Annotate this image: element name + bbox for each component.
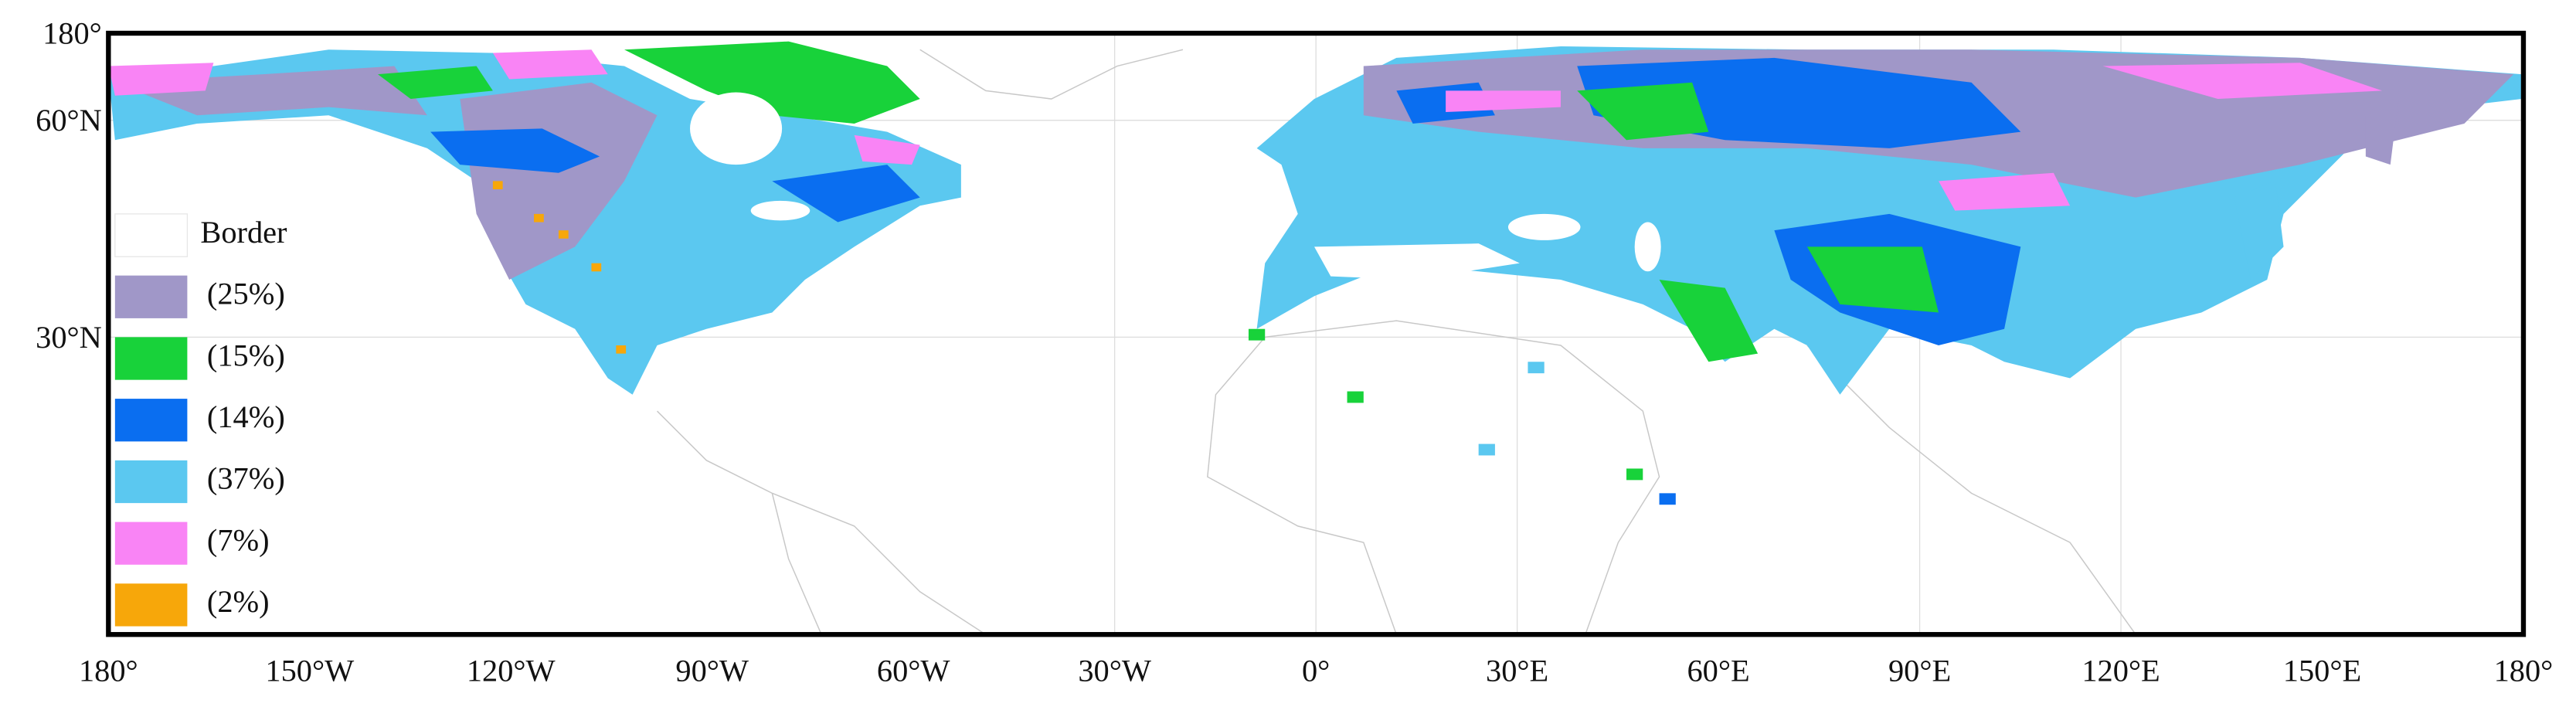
lon-label: 90°W	[675, 654, 749, 688]
lon-label: 60°W	[877, 654, 951, 688]
legend-label: (25%)	[207, 277, 285, 311]
axis-labels: 180° 60°N 30°N 180° 150°W 120°W 90°W 60°W 30°W 0°…	[36, 16, 2553, 688]
lon-label: 180°	[79, 654, 138, 688]
border-line	[1207, 336, 1398, 635]
legend-swatch	[114, 522, 188, 565]
region	[558, 230, 569, 239]
water	[690, 92, 783, 165]
region	[772, 165, 920, 223]
legend-label: (15%)	[207, 338, 285, 372]
region	[1248, 328, 1266, 341]
legend-label: (14%)	[207, 399, 285, 434]
region	[1659, 279, 1759, 362]
region	[2102, 63, 2383, 100]
region	[430, 128, 600, 173]
region	[1528, 362, 1545, 374]
border-line	[919, 49, 1184, 100]
region	[1806, 246, 1939, 313]
legend-label: (7%)	[207, 522, 270, 557]
lon-label: 0°	[1302, 654, 1330, 688]
region	[378, 66, 493, 100]
water	[1507, 213, 1581, 240]
region	[2365, 99, 2399, 165]
region	[616, 345, 627, 354]
region	[1577, 82, 1709, 141]
lon-label: 60°E	[1687, 654, 1749, 688]
region	[1626, 468, 1643, 481]
legend-swatch	[114, 399, 188, 442]
region	[2234, 181, 2284, 280]
region	[854, 134, 920, 165]
region	[1659, 493, 1676, 505]
region	[1446, 90, 1561, 113]
region	[1478, 443, 1495, 456]
water	[1634, 222, 1661, 272]
lon-label: 90°E	[1888, 654, 1951, 688]
lat-label: 60°N	[36, 103, 102, 138]
border-line	[1265, 320, 1660, 635]
lon-label: 120°E	[2082, 654, 2160, 688]
lon-label: 30°W	[1078, 654, 1152, 688]
legend: Border (25%) (15%) (14%) (37%) (7%) (2%)	[114, 213, 287, 627]
region	[1939, 172, 2071, 211]
country-borders	[656, 49, 2136, 635]
legend-label: (2%)	[207, 584, 270, 619]
legend-swatch	[114, 460, 188, 504]
region	[534, 213, 544, 223]
region	[1347, 391, 1364, 403]
border-line	[771, 493, 822, 635]
legend-swatch	[114, 213, 189, 257]
legend-label: (37%)	[207, 461, 285, 496]
water	[750, 200, 811, 221]
lon-label: 150°W	[265, 654, 355, 688]
legend-swatch	[114, 583, 188, 627]
border-line	[1806, 345, 2136, 635]
lon-label: 120°W	[467, 654, 556, 688]
region	[492, 181, 503, 189]
region	[591, 263, 602, 272]
border-line	[656, 410, 987, 635]
region	[108, 63, 214, 96]
water	[1314, 243, 1520, 280]
region	[624, 41, 920, 124]
legend-label: Border	[200, 215, 287, 250]
land-cover	[108, 41, 2522, 505]
lat-label: 30°N	[36, 320, 102, 355]
legend-swatch	[114, 337, 188, 380]
lon-label: 180°	[2494, 654, 2554, 688]
legend-swatch	[114, 275, 188, 318]
lat-label: 180°	[42, 16, 102, 51]
lon-label: 150°E	[2283, 654, 2361, 688]
map-frame	[106, 30, 2527, 637]
region	[492, 49, 608, 80]
lon-label: 30°E	[1486, 654, 1548, 688]
